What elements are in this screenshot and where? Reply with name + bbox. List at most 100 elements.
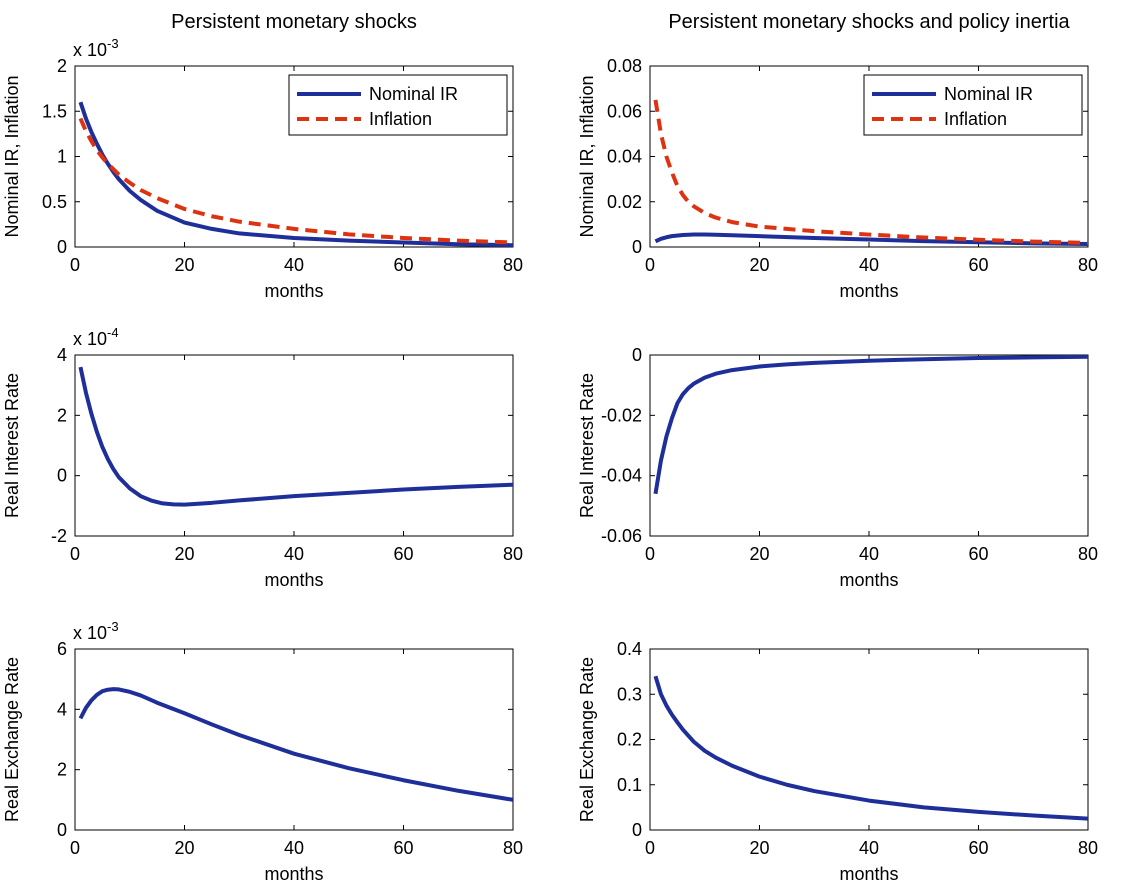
y-axis-label: Real Exchange Rate — [2, 657, 22, 822]
series-line-response — [653, 355, 1088, 495]
y-tick-label: 0 — [57, 820, 67, 840]
x-tick-label: 80 — [1078, 838, 1098, 858]
series-line-nominal-ir — [78, 101, 513, 247]
y-tick-label: 0.08 — [607, 56, 642, 76]
legend-label: Inflation — [369, 109, 432, 129]
plot-frame — [74, 354, 514, 537]
chart-title: Persistent monetary shocks and policy in… — [668, 11, 1070, 33]
x-tick-label: 20 — [749, 255, 769, 275]
y-tick-label: 4 — [57, 699, 67, 719]
x-tick-label: 60 — [968, 255, 988, 275]
x-axis-label: months — [264, 281, 323, 301]
y-tick-label: 0.06 — [607, 101, 642, 121]
y-tick-label: 1 — [57, 147, 67, 167]
y-exponent-label: x 10-3 — [73, 619, 119, 643]
y-axis-label: Real Interest Rate — [2, 373, 22, 518]
y-exponent-label: x 10-3 — [73, 36, 119, 60]
y-tick-label: 6 — [57, 639, 67, 659]
x-axis-label: months — [839, 281, 898, 301]
x-tick-label: 20 — [174, 544, 194, 564]
y-tick-label: -2 — [51, 526, 67, 546]
x-tick-label: 40 — [859, 544, 879, 564]
legend-label: Inflation — [944, 109, 1007, 129]
chart-panel-5: 0 20 40 60 80 0 2 4 6 x 10-3 months Real Exchange R… — [2, 619, 523, 884]
y-exponent-label: x 10-4 — [73, 325, 119, 349]
plot-frame — [649, 354, 1089, 537]
y-tick-label: -0.02 — [601, 405, 642, 425]
x-tick-label: 20 — [174, 255, 194, 275]
y-axis-label: Nominal IR, Inflation — [577, 75, 597, 237]
x-tick-label: 0 — [645, 255, 655, 275]
series-line-response — [653, 675, 1088, 821]
y-tick-label: 4 — [57, 345, 67, 365]
x-tick-label: 0 — [645, 544, 655, 564]
x-axis-label: months — [839, 864, 898, 884]
series-line-inflation — [78, 117, 513, 245]
legend-box — [288, 74, 508, 136]
x-tick-label: 0 — [70, 838, 80, 858]
legend-label: Nominal IR — [369, 84, 458, 104]
x-axis-label: months — [264, 864, 323, 884]
y-axis-label: Real Exchange Rate — [577, 657, 597, 822]
x-axis-label: months — [264, 570, 323, 590]
y-tick-label: 0.2 — [617, 730, 642, 750]
y-tick-label: 0 — [632, 345, 642, 365]
y-tick-label: 0.1 — [617, 775, 642, 795]
x-tick-label: 0 — [70, 255, 80, 275]
chart-panel-6: 0 20 40 60 80 0 0.1 0.2 0.3 0.4 months Real Exchang… — [577, 639, 1098, 884]
y-tick-label: 2 — [57, 760, 67, 780]
chart-panel-2: 0 20 40 60 80 0 0.02 0.04 0.06 0.08 Persistent mon… — [577, 11, 1098, 301]
plot-frame — [649, 648, 1089, 831]
series-line-response — [78, 687, 513, 802]
chart-title: Persistent monetary shocks — [171, 11, 417, 33]
x-tick-label: 80 — [1078, 544, 1098, 564]
legend-label: Nominal IR — [944, 84, 1033, 104]
x-tick-label: 80 — [1078, 255, 1098, 275]
y-tick-label: 0.02 — [607, 192, 642, 212]
y-tick-label: -0.04 — [601, 466, 642, 486]
y-tick-label: 0.5 — [42, 192, 67, 212]
x-tick-label: 20 — [749, 544, 769, 564]
x-tick-label: 0 — [70, 544, 80, 564]
x-tick-label: 20 — [174, 838, 194, 858]
y-tick-label: 2 — [57, 56, 67, 76]
x-tick-label: 80 — [503, 838, 523, 858]
series-line-nominal-ir — [654, 232, 1088, 247]
x-tick-label: 40 — [859, 255, 879, 275]
y-tick-label: 0 — [57, 237, 67, 257]
x-tick-label: 60 — [968, 544, 988, 564]
y-axis-label: Nominal IR, Inflation — [2, 75, 22, 237]
y-tick-label: 0.3 — [617, 684, 642, 704]
series-line-response — [78, 366, 513, 507]
x-tick-label: 20 — [749, 838, 769, 858]
x-axis-label: months — [839, 570, 898, 590]
chart-panel-1: 0 20 40 60 80 0 0.5 1 1.5 2 x 10-3 Persistent monet… — [2, 11, 523, 301]
plot-frame — [74, 648, 514, 831]
y-tick-label: 2 — [57, 405, 67, 425]
legend: Nominal IR Inflation — [863, 74, 1083, 136]
series-line-inflation — [653, 99, 1088, 245]
x-tick-label: 0 — [645, 838, 655, 858]
x-tick-label: 40 — [284, 255, 304, 275]
y-tick-label: 0 — [57, 466, 67, 486]
x-tick-label: 80 — [503, 255, 523, 275]
x-tick-label: 80 — [503, 544, 523, 564]
x-tick-label: 40 — [859, 838, 879, 858]
x-tick-label: 40 — [284, 544, 304, 564]
x-tick-label: 60 — [393, 544, 413, 564]
y-tick-label: -0.06 — [601, 526, 642, 546]
y-tick-label: 0.4 — [617, 639, 642, 659]
x-tick-label: 60 — [393, 255, 413, 275]
y-axis-label: Real Interest Rate — [577, 373, 597, 518]
x-tick-label: 60 — [968, 838, 988, 858]
x-tick-label: 60 — [393, 838, 413, 858]
y-tick-label: 1.5 — [42, 101, 67, 121]
y-tick-label: 0.04 — [607, 147, 642, 167]
legend: Nominal IR Inflation — [288, 74, 508, 136]
x-tick-label: 40 — [284, 838, 304, 858]
chart-panel-4: 0 20 40 60 80 -0.06 -0.04 -0.02 0 months Real Inte… — [577, 345, 1098, 590]
y-tick-label: 0 — [632, 820, 642, 840]
y-tick-label: 0 — [632, 237, 642, 257]
